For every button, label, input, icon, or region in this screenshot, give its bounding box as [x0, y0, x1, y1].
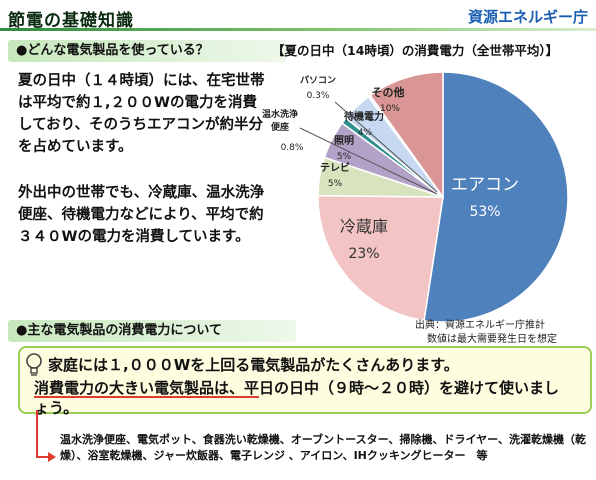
slice-label: 照明 [334, 135, 354, 147]
slice-value-label: 0.8% [281, 143, 304, 153]
slice-value-label: 4% [358, 128, 373, 138]
paragraph-home-usage: 夏の日中（１４時頃）には、在宅世帯は平均で約１,２００Wの電力を消費しており、そ… [18, 73, 265, 155]
slice-label: テレビ [320, 161, 350, 174]
callout-text-2: 消費電力の大きい電気製品は、平日の日中（９時〜２０時）を避けて使いましょう。 [34, 379, 560, 417]
slice-value-label: 53% [469, 204, 500, 220]
slice-label: パソコン [300, 74, 336, 86]
page-title: 節電の基礎知識 [8, 11, 134, 31]
pie-slice [369, 71, 444, 200]
slice-value-label: 23% [348, 246, 379, 262]
pie-chart: エアコン53%冷蔵庫23%テレビ5%照明5%温水洗浄便座0.8%待機電力4%パソ… [262, 71, 569, 323]
slice-value-label: 0.3% [307, 91, 330, 101]
leader-line [334, 101, 438, 193]
appliance-list: 温水洗浄便座、電気ポット、食器洗い乾燥機、オーブントースター、掃除機、ドライヤー… [60, 433, 587, 462]
slice-label: エアコン [451, 175, 519, 195]
pointer-arrow-bend [36, 456, 50, 458]
page-header: 節電の基礎知識 資源エネルギー庁 [0, 0, 596, 34]
section-heading-power: ●主な電気製品の消費電力について [8, 320, 296, 342]
slice-label: 便座 [271, 121, 289, 133]
slice-value-label: 5% [328, 179, 343, 189]
pie-slice [317, 194, 444, 322]
chart-title: 【夏の日中（14時頃）の消費電力（全世帯平均）】 [272, 43, 559, 58]
slice-label: 冷蔵庫 [340, 217, 388, 236]
slice-value-label: 10% [380, 104, 400, 114]
callout-box: 家庭には１,０００Wを上回る電気製品がたくさんあります。 消費電力の大きい電気製… [18, 346, 592, 417]
header-divider [0, 28, 596, 31]
source-assumption: 数値は最大需要発生日を想定 [427, 334, 557, 345]
section-heading-appliances: ●どんな電気製品を使っている？ [8, 40, 286, 62]
callout-underline [34, 396, 259, 398]
leader-line [299, 127, 438, 195]
lightbulb-icon [26, 353, 42, 376]
pointer-arrow-stem [36, 410, 38, 458]
source-line: 出典：資源エネルギー庁推計 [415, 320, 545, 331]
slice-value-label: 5% [337, 152, 352, 162]
slice-label: その他 [372, 85, 405, 99]
agency-name: 資源エネルギー庁 [467, 8, 588, 26]
slice-label: 温水洗浄 [262, 108, 298, 120]
pointer-arrow-head [48, 452, 56, 462]
callout-text-1: 家庭には１,０００Wを上回る電気製品がたくさんあります。 [48, 356, 459, 374]
pie-slice [423, 71, 569, 323]
paragraph-away-usage: 外出中の世帯でも、冷蔵庫、温水洗浄便座、待機電力などにより、平均で約３４０Wの電… [18, 185, 265, 245]
slice-label: 待機電力 [344, 110, 384, 123]
source-note: 出典：資源エネルギー庁推計 数値は最大需要発生日を想定 [415, 319, 557, 347]
